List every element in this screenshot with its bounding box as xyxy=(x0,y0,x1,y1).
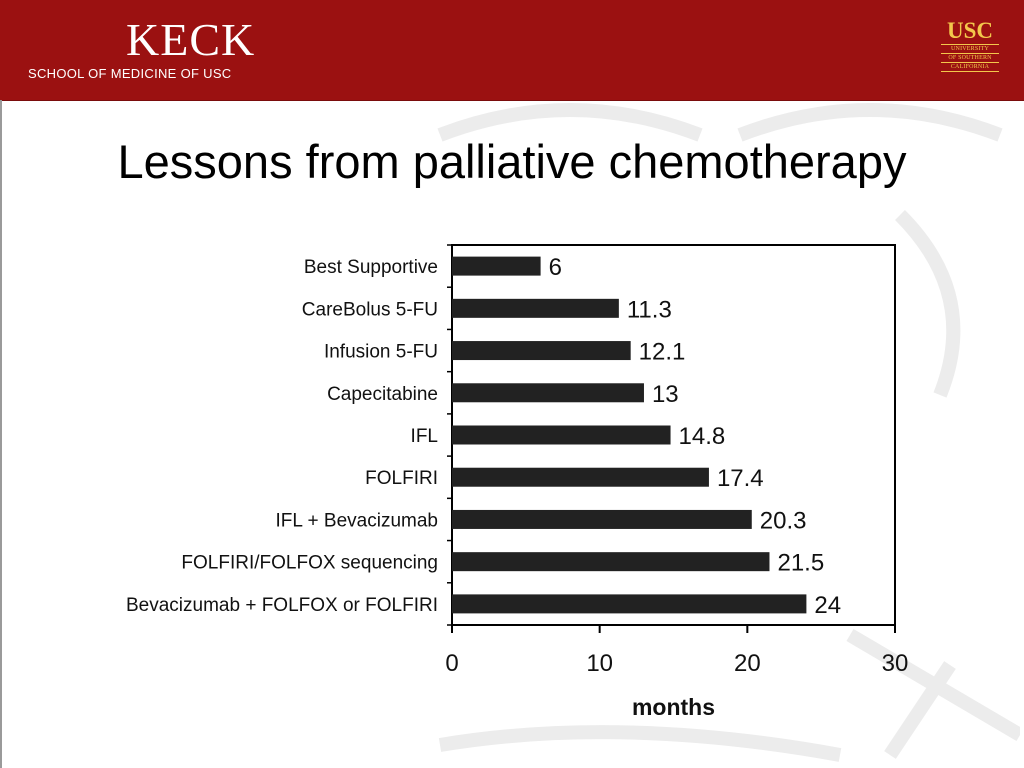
x-tick-label: 20 xyxy=(734,650,761,677)
x-tick-label: 0 xyxy=(445,650,458,677)
bar xyxy=(452,425,671,445)
bar xyxy=(452,467,709,487)
data-label: 21.5 xyxy=(777,550,824,577)
bar xyxy=(452,509,752,529)
bar xyxy=(452,341,631,361)
x-tick-label: 10 xyxy=(586,650,613,677)
usc-logo-line: OF SOUTHERN xyxy=(941,54,999,63)
data-label: 6 xyxy=(549,254,562,281)
data-label: 20.3 xyxy=(760,507,807,534)
usc-logo-line: CALIFORNIA xyxy=(941,63,999,72)
category-label: CareBolus 5-FU xyxy=(302,299,438,320)
data-label: 14.8 xyxy=(679,423,726,450)
data-label: 13 xyxy=(652,381,679,408)
data-label: 24 xyxy=(814,592,841,619)
category-label: Best Supportive xyxy=(304,257,438,278)
slide-title: Lessons from palliative chemotherapy xyxy=(117,135,907,188)
category-label: IFL + Bevacizumab xyxy=(276,510,438,531)
category-label: Infusion 5-FU xyxy=(324,342,438,363)
data-label: 17.4 xyxy=(717,465,764,492)
usc-logo: USC UNIVERSITY OF SOUTHERN CALIFORNIA xyxy=(941,18,999,72)
category-label: Capecitabine xyxy=(327,384,438,405)
slide-header: KECK SCHOOL OF MEDICINE OF USC USC UNIVE… xyxy=(0,0,1024,101)
category-label: IFL xyxy=(411,426,438,447)
bar xyxy=(452,298,619,318)
usc-logo-word: USC xyxy=(941,18,999,45)
bar xyxy=(452,552,770,572)
data-label: 12.1 xyxy=(639,339,686,366)
data-label: 11.3 xyxy=(627,296,672,323)
seal-watermark xyxy=(437,103,1020,762)
keck-logo: KECK SCHOOL OF MEDICINE OF USC xyxy=(28,14,255,81)
left-border-rule xyxy=(0,100,2,768)
usc-logo-line: UNIVERSITY xyxy=(941,45,999,54)
category-label: Bevacizumab + FOLFOX or FOLFIRI xyxy=(126,595,438,616)
category-label: FOLFIRI xyxy=(365,468,438,489)
bar xyxy=(452,594,807,614)
keck-logo-word: KECK xyxy=(126,14,256,65)
x-axis-label: months xyxy=(632,694,715,720)
keck-logo-subtitle: SCHOOL OF MEDICINE OF USC xyxy=(28,66,232,81)
bar xyxy=(452,383,644,403)
x-tick-label: 30 xyxy=(882,650,909,677)
bar xyxy=(452,256,541,276)
category-label: FOLFIRI/FOLFOX sequencing xyxy=(181,553,438,574)
